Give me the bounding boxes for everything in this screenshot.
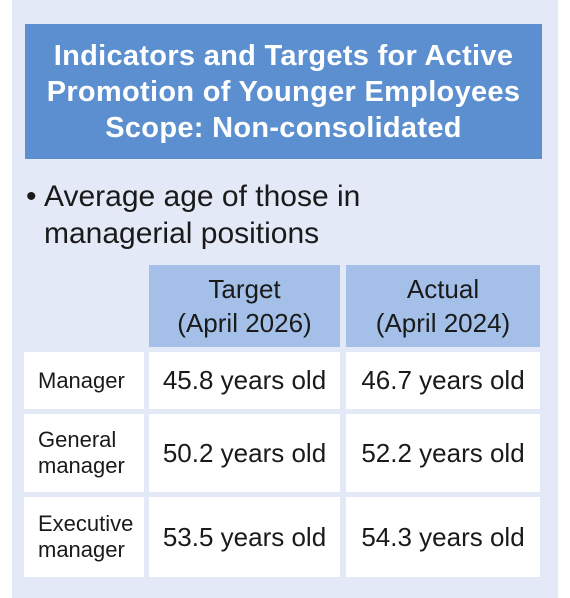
- row-label-executive-manager: Executive manager: [24, 497, 144, 577]
- row-label-manager: Manager: [24, 352, 144, 409]
- actual-manager: 46.7 years old: [346, 352, 540, 409]
- subheading-line-2-row: managerial positions: [26, 215, 526, 252]
- row-label-general-manager-line2: manager: [38, 453, 125, 478]
- header-actual-line1: Actual: [406, 274, 480, 304]
- row-label-executive-manager-line2: manager: [38, 537, 125, 562]
- title-line-3: Scope: Non-consolidated: [105, 111, 462, 144]
- header-target-line2: (April 2026): [177, 308, 312, 338]
- subheading-line-1: Average age of those in: [44, 180, 361, 213]
- row-label-general-manager-line1: General: [38, 427, 117, 452]
- row-label-manager-line1: Manager: [38, 367, 125, 393]
- header-actual: Actual (April 2024): [346, 265, 540, 347]
- target-general-manager: 50.2 years old: [149, 414, 340, 492]
- target-executive-manager: 53.5 years old: [149, 497, 340, 577]
- actual-executive-manager: 54.3 years old: [346, 497, 540, 577]
- title-banner: Indicators and Targets for Active Promot…: [25, 24, 542, 159]
- target-manager: 45.8 years old: [149, 352, 340, 409]
- row-label-general-manager: General manager: [24, 414, 144, 492]
- subheading-line-1-row: • Average age of those in: [26, 178, 526, 215]
- subheading-line-2: managerial positions: [44, 217, 320, 250]
- header-actual-line2: (April 2024): [375, 308, 511, 338]
- header-target-line1: Target: [208, 274, 281, 304]
- title-line-2: Promotion of Younger Employees: [46, 75, 521, 108]
- bullet-icon: •: [26, 180, 37, 213]
- actual-general-manager: 52.2 years old: [346, 414, 540, 492]
- header-target: Target (April 2026): [149, 265, 340, 347]
- title-line-1: Indicators and Targets for Active: [53, 39, 514, 72]
- row-label-executive-manager-line1: Executive: [38, 511, 134, 536]
- info-panel: Indicators and Targets for Active Promot…: [12, 0, 558, 598]
- section-subheading: • Average age of those in managerial posi…: [26, 178, 526, 252]
